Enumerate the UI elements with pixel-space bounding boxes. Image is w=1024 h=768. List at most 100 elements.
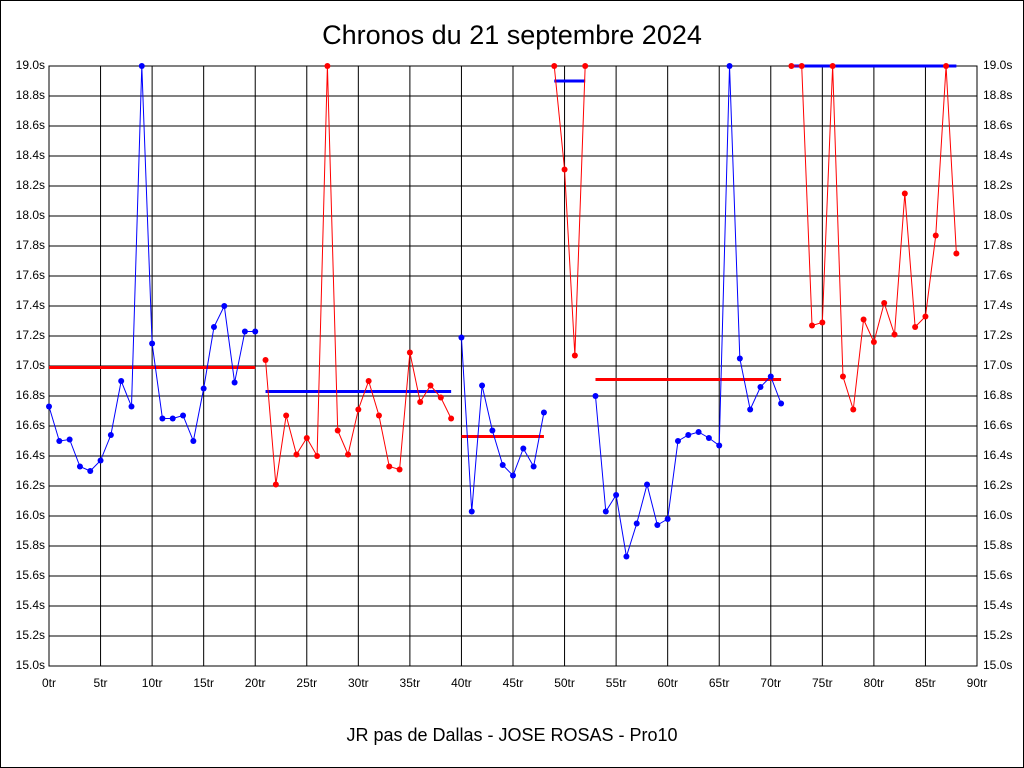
y-tick-label-right: 17.4s bbox=[983, 298, 1012, 312]
x-tick-label: 40tr bbox=[451, 676, 472, 690]
y-tick-label-right: 18.2s bbox=[983, 178, 1012, 192]
data-point bbox=[953, 250, 960, 257]
y-tick-label-right: 18.4s bbox=[983, 148, 1012, 162]
data-point bbox=[458, 334, 465, 341]
data-point bbox=[87, 468, 94, 474]
data-point bbox=[870, 339, 877, 345]
data-point bbox=[76, 463, 83, 470]
data-point bbox=[819, 319, 826, 326]
y-tick-label: 15.0s bbox=[16, 658, 45, 672]
data-point bbox=[860, 316, 867, 323]
y-tick-label-right: 16.8s bbox=[983, 388, 1012, 402]
data-point bbox=[46, 403, 52, 410]
y-tick-label-right: 16.4s bbox=[983, 448, 1012, 462]
data-point bbox=[314, 453, 321, 459]
data-point bbox=[881, 300, 888, 306]
data-point bbox=[932, 232, 939, 239]
y-tick-label: 16.4s bbox=[16, 448, 45, 462]
x-tick-label: 80tr bbox=[864, 676, 885, 690]
data-point bbox=[809, 322, 816, 329]
x-tick-label: 90tr bbox=[967, 676, 988, 690]
y-tick-label: 15.2s bbox=[16, 628, 45, 642]
data-point bbox=[582, 63, 589, 69]
y-tick-label: 18.8s bbox=[16, 88, 45, 102]
data-point bbox=[406, 349, 413, 356]
data-point bbox=[56, 438, 63, 444]
x-tick-label: 65tr bbox=[709, 676, 730, 690]
data-point bbox=[912, 324, 919, 330]
y-tick-label: 16.0s bbox=[16, 508, 45, 522]
y-tick-label-right: 15.4s bbox=[983, 598, 1012, 612]
data-point bbox=[540, 409, 547, 416]
data-point bbox=[355, 406, 362, 413]
data-point bbox=[943, 63, 950, 69]
x-tick-label: 30tr bbox=[348, 676, 369, 690]
data-point bbox=[571, 352, 578, 359]
data-point bbox=[767, 373, 774, 380]
x-tick-label: 20tr bbox=[245, 676, 266, 690]
data-point bbox=[901, 190, 908, 197]
data-point bbox=[210, 324, 217, 330]
data-point bbox=[561, 166, 568, 173]
data-point bbox=[479, 382, 486, 389]
data-point bbox=[252, 328, 259, 335]
y-tick-label-right: 15.2s bbox=[983, 628, 1012, 642]
data-point bbox=[499, 462, 506, 468]
x-tick-label: 45tr bbox=[503, 676, 524, 690]
data-point bbox=[530, 463, 537, 470]
y-tick-label: 17.0s bbox=[16, 358, 45, 372]
chart-title: Chronos du 21 septembre 2024 bbox=[322, 20, 702, 50]
y-tick-label: 16.6s bbox=[16, 418, 45, 432]
data-point bbox=[705, 435, 712, 441]
data-point bbox=[180, 412, 187, 419]
data-point bbox=[345, 451, 352, 458]
y-tick-label-right: 19.0s bbox=[983, 58, 1012, 72]
data-point bbox=[685, 432, 692, 438]
data-point bbox=[551, 63, 558, 69]
y-tick-label: 19.0s bbox=[16, 58, 45, 72]
y-tick-label-right: 15.6s bbox=[983, 568, 1012, 582]
data-point bbox=[417, 399, 424, 405]
data-point bbox=[375, 412, 382, 419]
x-axis-label: JR pas de Dallas - JOSE ROSAS - Pro10 bbox=[346, 725, 677, 745]
data-point bbox=[664, 516, 671, 522]
data-point bbox=[159, 415, 166, 422]
x-tick-label: 15tr bbox=[193, 676, 214, 690]
data-point bbox=[778, 400, 785, 407]
data-point bbox=[850, 406, 857, 413]
y-tick-label: 17.4s bbox=[16, 298, 45, 312]
y-tick-label: 18.0s bbox=[16, 208, 45, 222]
y-tick-label-right: 16.0s bbox=[983, 508, 1012, 522]
y-tick-label-right: 17.8s bbox=[983, 238, 1012, 252]
x-tick-label: 25tr bbox=[296, 676, 317, 690]
data-point bbox=[674, 438, 681, 444]
x-tick-label: 75tr bbox=[812, 676, 833, 690]
data-point bbox=[262, 357, 269, 363]
x-tick-label: 70tr bbox=[760, 676, 781, 690]
y-tick-label: 15.4s bbox=[16, 598, 45, 612]
data-point bbox=[695, 429, 702, 435]
y-tick-label: 16.2s bbox=[16, 478, 45, 492]
data-point bbox=[489, 427, 496, 434]
data-point bbox=[149, 340, 156, 347]
data-point bbox=[716, 442, 723, 449]
data-point bbox=[231, 379, 238, 386]
y-tick-label: 18.6s bbox=[16, 118, 45, 132]
data-point bbox=[613, 492, 620, 498]
x-tick-label: 50tr bbox=[554, 676, 575, 690]
y-tick-label: 15.8s bbox=[16, 538, 45, 552]
y-tick-label-right: 16.6s bbox=[983, 418, 1012, 432]
data-point bbox=[510, 472, 516, 479]
data-point bbox=[788, 63, 795, 69]
y-tick-label-right: 17.0s bbox=[983, 358, 1012, 372]
y-tick-label-right: 18.0s bbox=[983, 208, 1012, 222]
series-line bbox=[553, 65, 586, 356]
data-point bbox=[922, 313, 929, 320]
y-tick-label: 18.4s bbox=[16, 148, 45, 162]
data-point bbox=[437, 394, 444, 401]
y-tick-label: 18.2s bbox=[16, 178, 45, 192]
data-point bbox=[200, 385, 207, 392]
data-point bbox=[221, 303, 228, 309]
data-point bbox=[644, 481, 651, 488]
data-point bbox=[736, 355, 743, 362]
